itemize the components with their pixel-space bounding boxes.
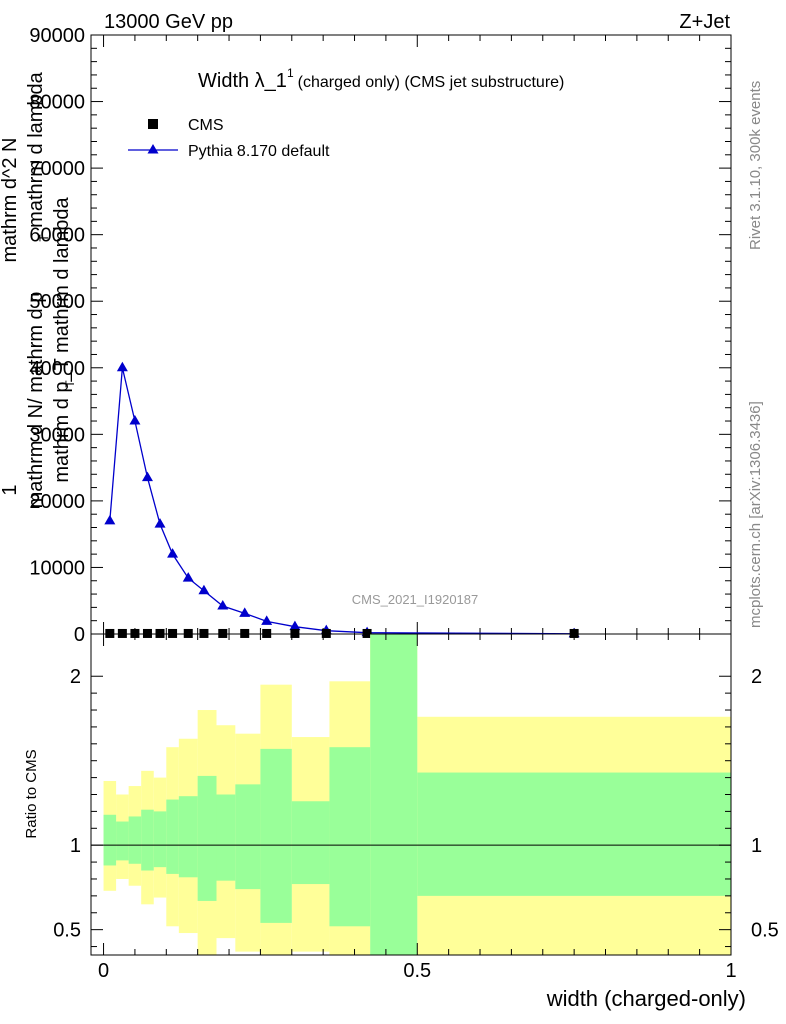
main-frame — [90, 34, 732, 635]
y-label-line-1: mathrm d N/ mathrm d p — [25, 292, 47, 509]
rivet-label: Rivet 3.1.10, 300k events — [747, 81, 764, 250]
ratio-y-tick-label: 0.5 — [53, 920, 81, 942]
ratio-frame — [90, 633, 732, 956]
main-y-tick-label: 80000 — [29, 92, 85, 114]
ratio-inner-band — [370, 634, 418, 955]
cms-point — [183, 628, 193, 638]
cms-point — [362, 628, 372, 638]
pythia-point — [239, 607, 251, 617]
cms-point — [105, 628, 115, 638]
y-label-numerator: 1 — [0, 484, 21, 495]
ratio-inner-band — [116, 821, 129, 861]
ratio-x-tick-label: 1 — [725, 960, 736, 982]
pythia-point — [182, 572, 194, 582]
x-axis-label: width (charged-only) — [546, 986, 746, 1011]
main-y-tick-label: 30000 — [29, 424, 85, 446]
ratio-inner-band — [417, 772, 731, 896]
legend-pythia-marker — [147, 144, 159, 154]
ratio-y-ticks — [91, 675, 731, 948]
plot-title: Width λ_11 (charged only) (CMS jet substr… — [198, 66, 564, 92]
pythia-line — [109, 367, 575, 635]
main-y-tick-label: 0 — [74, 624, 85, 646]
legend-cms-label: CMS — [188, 117, 224, 134]
pythia-point — [261, 615, 273, 625]
main-y-tick-label: 20000 — [29, 491, 85, 513]
ratio-bands — [103, 634, 731, 955]
pythia-point — [154, 518, 166, 528]
ratio-y-tick-label-right: 0.5 — [751, 920, 779, 942]
plot-title-rest: (charged only) (CMS jet substructure) — [298, 74, 565, 91]
ratio-inner-band — [178, 796, 198, 878]
cms-markers — [105, 628, 579, 638]
ratio-inner-band — [216, 794, 236, 881]
pythia-point — [129, 415, 141, 425]
cms-point — [155, 628, 165, 638]
pythia-point — [141, 471, 153, 482]
pythia-point — [217, 600, 229, 610]
cms-point — [199, 628, 209, 638]
ratio-inner-band — [197, 775, 217, 901]
ratio-y-tick-label: 2 — [70, 666, 81, 688]
y-label-sub-2: T — [37, 234, 51, 242]
cms-point — [569, 628, 579, 638]
y-label-line-3: mathrm d^2 N — [0, 138, 21, 263]
legend: CMS Pythia 8.170 default — [128, 117, 330, 160]
pythia-point — [104, 514, 116, 525]
header-left-label: 13000 GeV pp — [104, 11, 233, 33]
legend-pythia-label: Pythia 8.170 default — [188, 143, 330, 160]
main-y-tick-label: 70000 — [29, 158, 85, 180]
plot-title-main: Width λ_1 — [198, 70, 287, 92]
legend-cms-marker — [148, 119, 158, 129]
ratio-inner-band — [103, 814, 117, 866]
ratio-inner-band — [153, 811, 167, 868]
ratio-panel: 0.5 0.51 12 2 0 0.5 1 Ratio to CMS width (cha… — [23, 633, 779, 1011]
ratio-inner-band — [260, 748, 292, 923]
analysis-label: CMS_2021_I1920187 — [352, 592, 479, 607]
main-y-axis-label: 1 mathrm d N/ mathrm d p mathrm d p_T ma… — [0, 71, 77, 508]
main-y-tick-label: 60000 — [29, 225, 85, 247]
ratio-x-tick-label: 0 — [98, 960, 109, 982]
header-right-label: Z+Jet — [679, 11, 730, 33]
ratio-y-label: Ratio to CMS — [23, 749, 40, 838]
ratio-inner-band — [141, 809, 154, 871]
cms-point — [142, 628, 152, 638]
cms-point — [117, 628, 127, 638]
main-y-tick-label: 40000 — [29, 358, 85, 380]
main-y-tick-label: 90000 — [29, 25, 85, 47]
mcplots-label: mcplots.cern.ch [arXiv:1306.3436] — [747, 401, 764, 628]
pythia-point — [198, 584, 210, 595]
pythia-markers — [104, 361, 580, 638]
cms-point — [130, 628, 140, 638]
ratio-inner-band — [291, 801, 330, 885]
main-y-tick-label: 10000 — [29, 557, 85, 579]
y-label-sub-1: T — [63, 380, 77, 388]
cms-point — [321, 628, 331, 638]
cms-point — [240, 628, 250, 638]
ratio-y-tick-labels: 0.5 0.5 1 1 2 2 — [53, 666, 779, 941]
cms-point — [262, 628, 272, 638]
main-y-tick-label: 50000 — [29, 291, 85, 313]
cms-point — [290, 628, 300, 638]
ratio-x-tick-label: 0.5 — [403, 960, 431, 982]
cms-point — [168, 628, 178, 638]
ratio-inner-band — [166, 799, 179, 874]
pythia-point — [116, 361, 128, 372]
cms-point — [218, 628, 228, 638]
ratio-y-tick-label-right: 2 — [751, 666, 762, 688]
ratio-x-tick-labels: 0 0.5 1 — [98, 960, 737, 982]
ratio-y-tick-label: 1 — [70, 835, 81, 857]
plot-title-sup: 1 — [287, 66, 294, 80]
y-label-line-4: mathrm d lambda — [25, 71, 47, 227]
ratio-y-tick-label-right: 1 — [751, 835, 762, 857]
main-y-ticks — [91, 34, 731, 635]
main-y-tick-labels: 0 10000 20000 30000 40000 50000 60000 70000 8000… — [29, 25, 85, 646]
main-panel: 0 10000 20000 30000 40000 50000 60000 70000 8000… — [29, 25, 732, 646]
ratio-inner-band — [329, 747, 371, 927]
pythia-point — [167, 548, 179, 558]
ratio-inner-band — [128, 816, 142, 864]
ratio-inner-band — [235, 784, 261, 890]
y-label-line-2: mathrm d p_T mathrm d lambda — [51, 196, 73, 482]
pythia-point — [289, 620, 301, 631]
